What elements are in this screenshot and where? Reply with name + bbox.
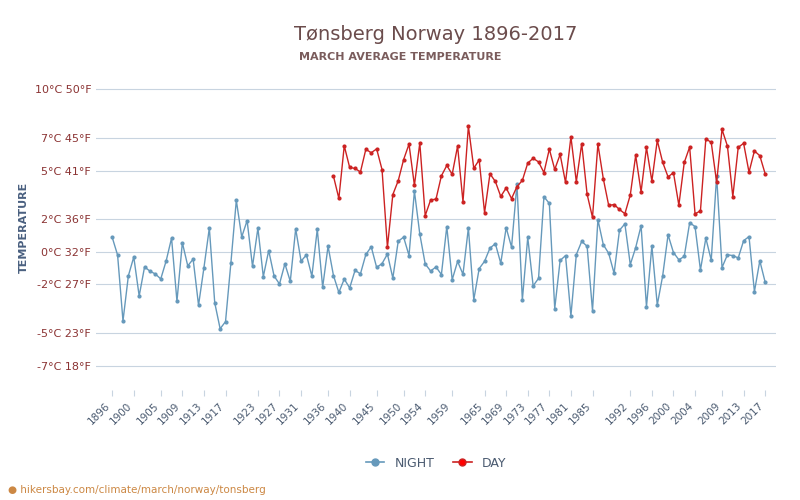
Title: Tønsberg Norway 1896-2017: Tønsberg Norway 1896-2017 — [294, 25, 578, 44]
Text: ● hikersbay.com/climate/march/norway/tonsberg: ● hikersbay.com/climate/march/norway/ton… — [8, 485, 266, 495]
Text: MARCH AVERAGE TEMPERATURE: MARCH AVERAGE TEMPERATURE — [298, 52, 502, 62]
Y-axis label: TEMPERATURE: TEMPERATURE — [19, 182, 29, 273]
Legend: NIGHT, DAY: NIGHT, DAY — [361, 452, 511, 475]
